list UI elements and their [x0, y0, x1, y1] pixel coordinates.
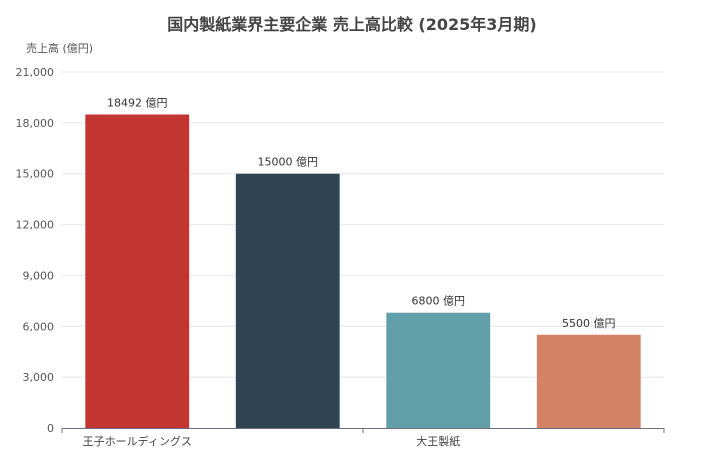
x-tick-label: 王子ホールディングス: [83, 434, 192, 448]
x-tick-labels: 王子ホールディングス 大王製紙: [83, 434, 461, 448]
y-axis-label: 売上高 (億円): [26, 41, 93, 55]
data-label: 6800 億円: [412, 295, 466, 308]
bar: [235, 173, 340, 428]
y-tick-label: 21,000: [16, 66, 55, 79]
bar: [85, 114, 190, 428]
y-tick-label: 12,000: [16, 219, 55, 232]
y-tick-label: 0: [47, 422, 54, 435]
x-tick-label: 大王製紙: [416, 434, 460, 448]
y-tick-label: 9,000: [23, 269, 55, 282]
data-labels: 18492 億円 15000 億円 6800 億円 5500 億円: [107, 97, 616, 330]
data-label: 15000 億円: [258, 156, 319, 169]
x-axis: [61, 428, 665, 433]
bars: [85, 114, 641, 428]
y-tick-labels: 0 3,000 6,000 9,000 12,000 15,000 18,000 21,000: [16, 66, 55, 435]
chart-title: 国内製紙業界主要企業 売上高比較 (2025年3月期): [167, 15, 536, 34]
data-label: 18492 億円: [107, 97, 168, 110]
data-label: 5500 億円: [562, 317, 616, 330]
y-tick-label: 3,000: [23, 371, 55, 384]
bar: [536, 334, 641, 428]
bar: [386, 312, 491, 428]
y-tick-label: 15,000: [16, 168, 55, 181]
y-tick-label: 18,000: [16, 117, 55, 130]
y-tick-label: 6,000: [23, 320, 55, 333]
